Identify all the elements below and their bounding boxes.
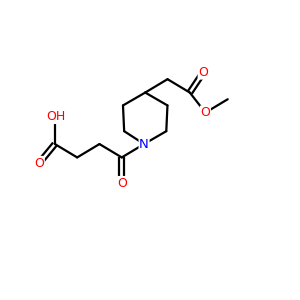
Text: O: O [198, 66, 208, 79]
Text: O: O [200, 106, 210, 119]
Text: O: O [117, 177, 127, 190]
Text: OH: OH [47, 110, 66, 123]
Text: N: N [139, 138, 149, 151]
Text: O: O [34, 157, 44, 169]
